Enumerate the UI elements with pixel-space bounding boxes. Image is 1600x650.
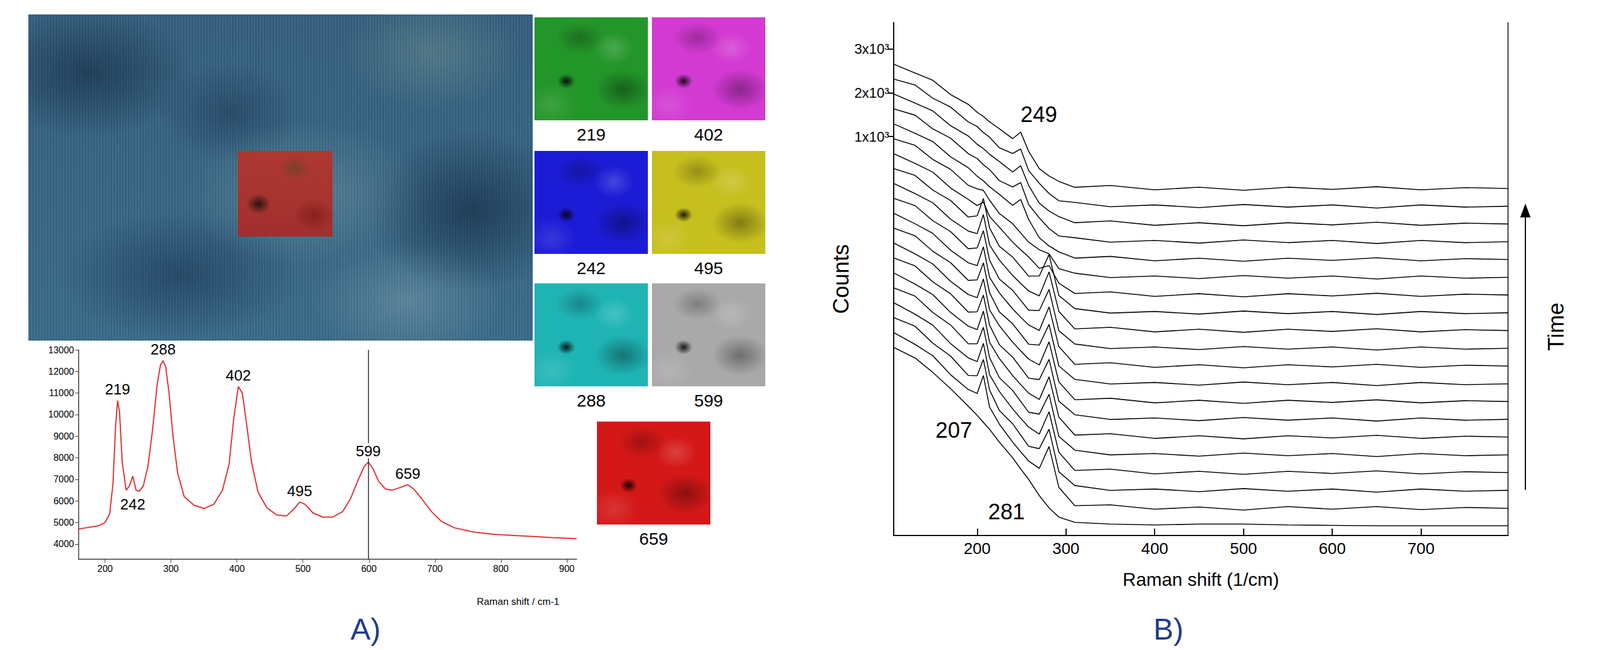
svg-text:A): A) [350, 612, 381, 647]
svg-text:600: 600 [1318, 539, 1347, 558]
svg-text:3x10³: 3x10³ [854, 41, 890, 57]
svg-text:500: 500 [295, 563, 311, 574]
svg-text:6000: 6000 [53, 496, 75, 507]
svg-text:9000: 9000 [53, 431, 75, 442]
html-text:402: 402 [694, 124, 724, 145]
svg-text:500: 500 [1229, 539, 1257, 558]
svg-text:4000: 4000 [53, 539, 75, 549]
svg-text:659: 659 [395, 465, 420, 483]
svg-text:13000: 13000 [48, 345, 75, 356]
svg-text:900: 900 [559, 563, 575, 574]
html-text:599: 599 [694, 391, 724, 411]
svg-text:700: 700 [426, 563, 443, 574]
svg-text:219: 219 [105, 380, 131, 398]
svg-text:400: 400 [1141, 539, 1169, 558]
svg-text:200: 200 [963, 539, 991, 558]
svg-text:249: 249 [1020, 102, 1057, 127]
svg-text:7000: 7000 [53, 474, 75, 485]
svg-text:288: 288 [150, 340, 176, 359]
svg-text:400: 400 [229, 563, 245, 574]
svg-text:11000: 11000 [49, 388, 75, 398]
svg-text:5000: 5000 [53, 517, 75, 528]
svg-text:300: 300 [1052, 539, 1080, 558]
html-text:288: 288 [576, 391, 606, 411]
html-text:659: 659 [639, 529, 669, 549]
svg-text:Raman shift (1/cm): Raman shift (1/cm) [1122, 569, 1279, 591]
svg-text:Raman shift / cm-1: Raman shift / cm-1 [476, 596, 560, 608]
svg-text:Time: Time [1543, 302, 1569, 351]
svg-text:10000: 10000 [48, 409, 75, 420]
svg-text:12000: 12000 [48, 366, 75, 377]
svg-text:495: 495 [286, 482, 312, 500]
svg-text:700: 700 [1407, 539, 1435, 558]
svg-text:207: 207 [935, 418, 972, 443]
html-text:242: 242 [576, 258, 606, 278]
svg-text:8000: 8000 [53, 452, 75, 463]
html-text:219: 219 [576, 124, 606, 145]
svg-text:281: 281 [987, 499, 1025, 525]
svg-text:600: 600 [360, 563, 377, 574]
svg-text:200: 200 [97, 563, 113, 574]
html-text:495: 495 [694, 258, 724, 278]
svg-text:Counts: Counts [828, 244, 854, 314]
svg-text:300: 300 [163, 563, 179, 574]
svg-text:242: 242 [120, 495, 146, 514]
svg-text:1x10³: 1x10³ [854, 128, 890, 145]
svg-text:599: 599 [355, 442, 381, 460]
svg-text:402: 402 [225, 366, 251, 385]
svg-text:B): B) [1153, 612, 1184, 647]
svg-text:800: 800 [493, 563, 510, 574]
svg-text:2x10³: 2x10³ [854, 85, 890, 101]
